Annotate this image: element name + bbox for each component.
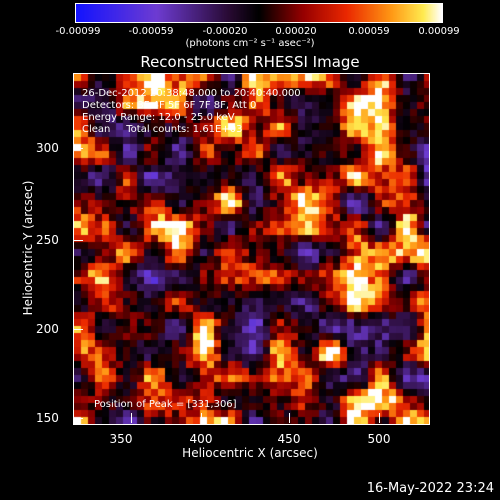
colorbar-tick-label: -0.00020 bbox=[202, 26, 248, 37]
y-tick-label: 250 bbox=[36, 233, 59, 247]
peak-position: Position of Peak = [331,306] bbox=[94, 399, 237, 410]
colorbar-tick-label: -0.00099 bbox=[55, 26, 101, 37]
x-axis-label: Heliocentric X (arcsec) bbox=[182, 446, 318, 460]
x-tick-label: 350 bbox=[109, 432, 133, 446]
info-detectors: Detectors: 3F 4F 5F 6F 7F 8F, Att 0 bbox=[82, 100, 257, 111]
colorbar-tick-label: 0.00059 bbox=[348, 26, 390, 37]
info-clean-counts: Clean Total counts: 1.61E+03 bbox=[82, 124, 243, 135]
x-tick-label: 400 bbox=[189, 432, 213, 446]
y-tick-label: 200 bbox=[36, 322, 59, 336]
x-tick-label: 500 bbox=[367, 432, 391, 446]
info-time-range: 26-Dec-2012 20:38:48.000 to 20:40:40.000 bbox=[82, 88, 301, 99]
x-tick bbox=[131, 413, 132, 423]
hxr-image-map bbox=[74, 74, 429, 424]
y-tick-label: 150 bbox=[36, 411, 59, 425]
y-tick bbox=[73, 329, 83, 330]
timestamp: 16-May-2022 23:24 bbox=[366, 481, 494, 496]
x-tick bbox=[289, 413, 290, 423]
colorbar-tick-label: -0.00059 bbox=[128, 26, 174, 37]
colorbar bbox=[75, 3, 443, 23]
colorbar-tick-label: 0.00020 bbox=[275, 26, 317, 37]
y-tick bbox=[73, 418, 83, 419]
x-tick-label: 450 bbox=[277, 432, 301, 446]
plot-title: Reconstructed RHESSI Image bbox=[140, 53, 360, 71]
x-tick bbox=[201, 413, 202, 423]
colorbar-units: (photons cm⁻² s⁻¹ asec⁻²) bbox=[185, 38, 315, 49]
y-tick bbox=[73, 148, 83, 149]
colorbar-tick-label: 0.00099 bbox=[418, 26, 460, 37]
info-energy-range: Energy Range: 12.0 - 25.0 keV bbox=[82, 112, 235, 123]
image-plot: 26-Dec-2012 20:38:48.000 to 20:40:40.000… bbox=[73, 73, 430, 425]
y-axis-label: Heliocentric Y (arcsec) bbox=[21, 180, 35, 316]
y-tick bbox=[73, 240, 83, 241]
x-tick bbox=[379, 413, 380, 423]
y-tick-label: 300 bbox=[36, 141, 59, 155]
